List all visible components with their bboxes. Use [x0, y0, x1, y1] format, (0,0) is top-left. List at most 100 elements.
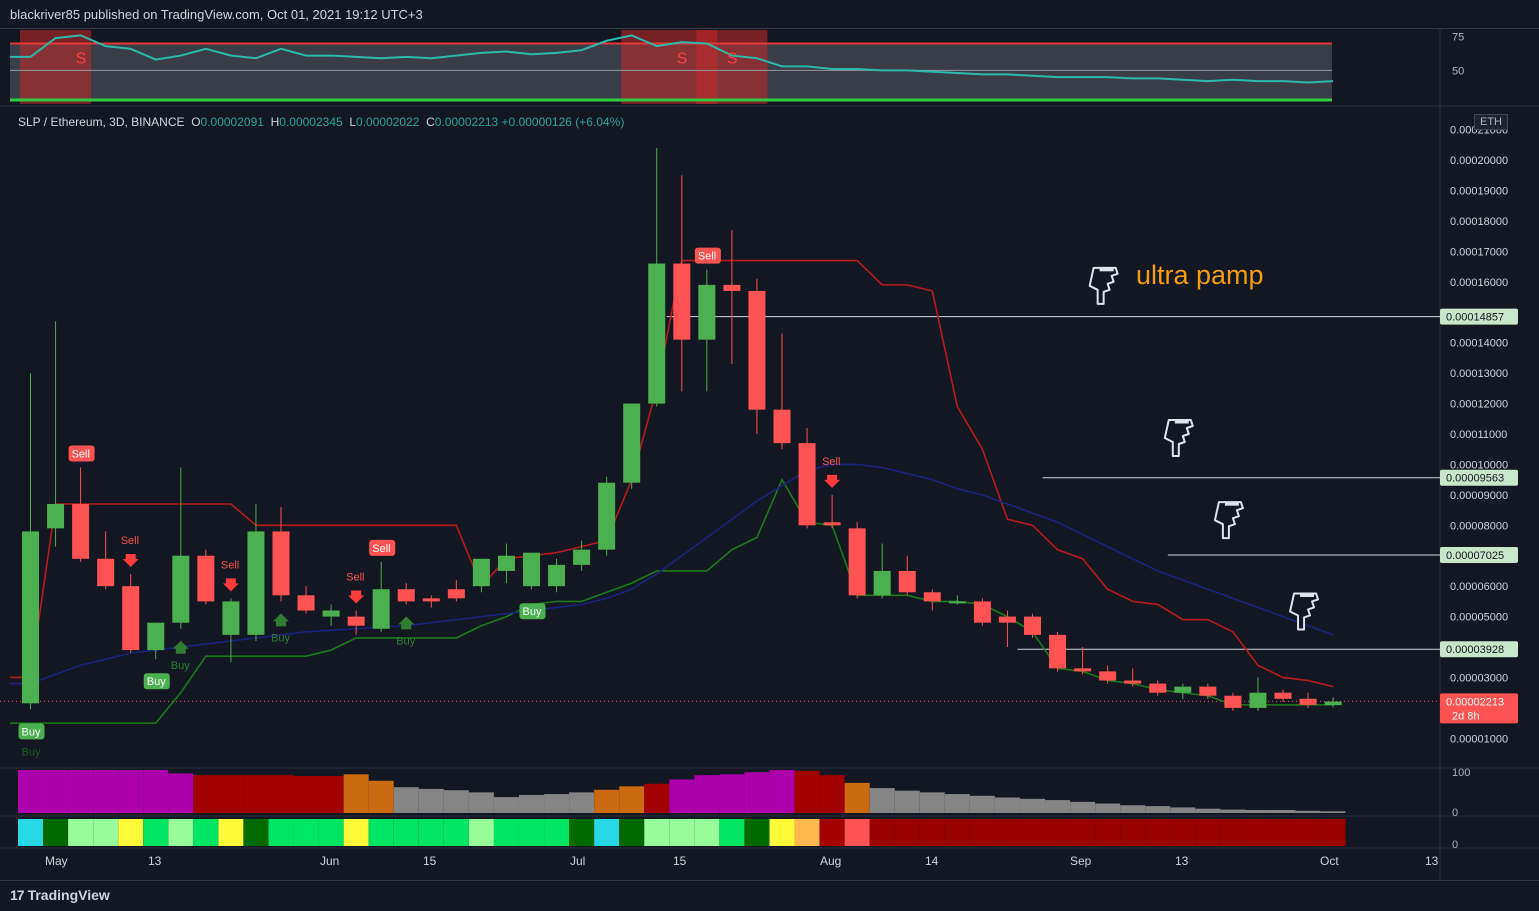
candle-body — [1249, 692, 1267, 708]
symbol-info: SLP / Ethereum, 3D, BINANCE O0.00002091 … — [18, 115, 624, 129]
sell-arrow-icon — [824, 474, 841, 488]
volume-bar — [1220, 809, 1246, 813]
candle-body — [422, 598, 440, 602]
volume-bar — [519, 794, 544, 813]
volume-bar — [1270, 809, 1296, 813]
candle-body — [1299, 698, 1317, 705]
published-text: blackriver85 published on TradingView.co… — [10, 7, 423, 22]
sell-signal-label: Sell — [372, 543, 390, 555]
buy-signal-label: Buy — [147, 676, 166, 688]
heat-strip-cell — [118, 819, 144, 846]
volume-tick-label: 100 — [1452, 767, 1470, 779]
heat-strip-cell — [68, 819, 94, 846]
candle-body — [1274, 692, 1292, 699]
hand-outline — [1213, 501, 1244, 540]
level-label-text: 0.00007025 — [1446, 550, 1504, 562]
volume-bar — [1020, 798, 1045, 813]
volume-bar — [293, 776, 319, 813]
volume-bar — [919, 792, 945, 813]
annotation-text: ultra pamp — [1136, 260, 1264, 290]
heat-strip-cell — [143, 819, 169, 846]
heat-strip-cell — [193, 819, 219, 846]
candle-body — [673, 263, 691, 340]
volume-bar — [18, 770, 43, 813]
candle-body — [523, 552, 540, 587]
heat-strip-cell — [493, 819, 519, 846]
level-label-box — [1440, 308, 1518, 325]
price-tick-label: 0.00005000 — [1450, 612, 1508, 624]
sell-signal-label: Sell — [72, 448, 90, 460]
time-axis-label: Jun — [320, 854, 339, 868]
volume-bar — [1320, 811, 1346, 813]
volume-bar — [443, 790, 469, 813]
candle-body — [548, 564, 566, 587]
time-axis-label: 14 — [925, 854, 939, 868]
volume-bar — [393, 787, 419, 813]
candle-body — [998, 616, 1016, 623]
candle-body — [122, 586, 140, 651]
heat-strip-cell — [93, 819, 119, 846]
candle-body — [1074, 668, 1092, 672]
volume-bar — [669, 779, 695, 813]
heat-strip-cell — [43, 819, 69, 846]
price-tick-label: 0.00014000 — [1450, 338, 1508, 350]
volume-bar — [1045, 800, 1071, 813]
level-label-box — [1440, 469, 1518, 486]
time-axis-label: Sep — [1070, 854, 1092, 868]
candle-body — [1099, 671, 1117, 681]
close-value: 0.00002213 — [434, 115, 499, 129]
sell-arrow-label: Sell — [221, 559, 239, 571]
level-label-text: 0.00009563 — [1446, 473, 1504, 485]
candle-body — [573, 549, 591, 565]
heat-strip-cell — [368, 819, 394, 846]
heat-strip-cell — [694, 819, 720, 846]
candle-body — [172, 555, 190, 623]
buy-signal-tag — [519, 603, 546, 620]
pointing-hand-icon — [1213, 501, 1244, 540]
oscillator-s-mark: S — [76, 51, 87, 68]
price-tick-label: 0.00019000 — [1450, 186, 1508, 198]
candle-body — [923, 592, 941, 602]
volume-tick-label: 0 — [1452, 807, 1458, 819]
candle-body — [698, 284, 716, 340]
heat-strip-cell — [769, 819, 795, 846]
oscillator-tick-label: 75 — [1452, 32, 1464, 44]
time-axis-label: Aug — [820, 854, 841, 868]
candle-body — [1224, 695, 1242, 708]
heat-strip-cell — [819, 819, 845, 846]
sell-stop-line — [10, 259, 1334, 688]
oscillator-s-mark: S — [677, 51, 688, 68]
oscillator-s-mark: S — [727, 51, 738, 68]
tradingview-logo[interactable]: 17 TradingView — [10, 887, 110, 903]
heat-strip-cell — [594, 819, 620, 846]
candle-body — [973, 601, 991, 623]
candle-body — [197, 555, 215, 602]
price-tick-label: 0.00001000 — [1450, 733, 1508, 745]
heat-strip-cell — [1220, 819, 1246, 846]
candle-body — [297, 595, 315, 611]
buy-signal-tag — [143, 673, 170, 690]
candle-body — [1324, 701, 1342, 706]
oscillator-line — [10, 34, 1334, 84]
heat-strip-cell — [343, 819, 369, 846]
volume-bar — [418, 788, 444, 813]
volume-bar — [544, 794, 570, 813]
volume-bar — [844, 782, 870, 813]
heat-strip-cell — [519, 819, 544, 846]
heat-strip-cell — [1120, 819, 1146, 846]
volume-bar — [368, 780, 394, 813]
heat-strip-cell — [1245, 819, 1271, 846]
currency-badge[interactable]: ETH — [1474, 114, 1508, 130]
heat-strip-cell — [919, 819, 945, 846]
heat-strip-cell — [894, 819, 920, 846]
sell-arrow-label: Sell — [822, 456, 840, 468]
buy-signal-label: Buy — [22, 726, 41, 738]
low-value: 0.00002022 — [356, 115, 420, 129]
volume-bar — [719, 774, 745, 813]
buy-arrow-icon — [398, 616, 415, 630]
volume-bar — [619, 786, 645, 813]
sell-arrow-icon — [348, 590, 365, 604]
sell-signal-tag — [369, 539, 396, 556]
high-value: 0.00002345 — [279, 115, 343, 129]
